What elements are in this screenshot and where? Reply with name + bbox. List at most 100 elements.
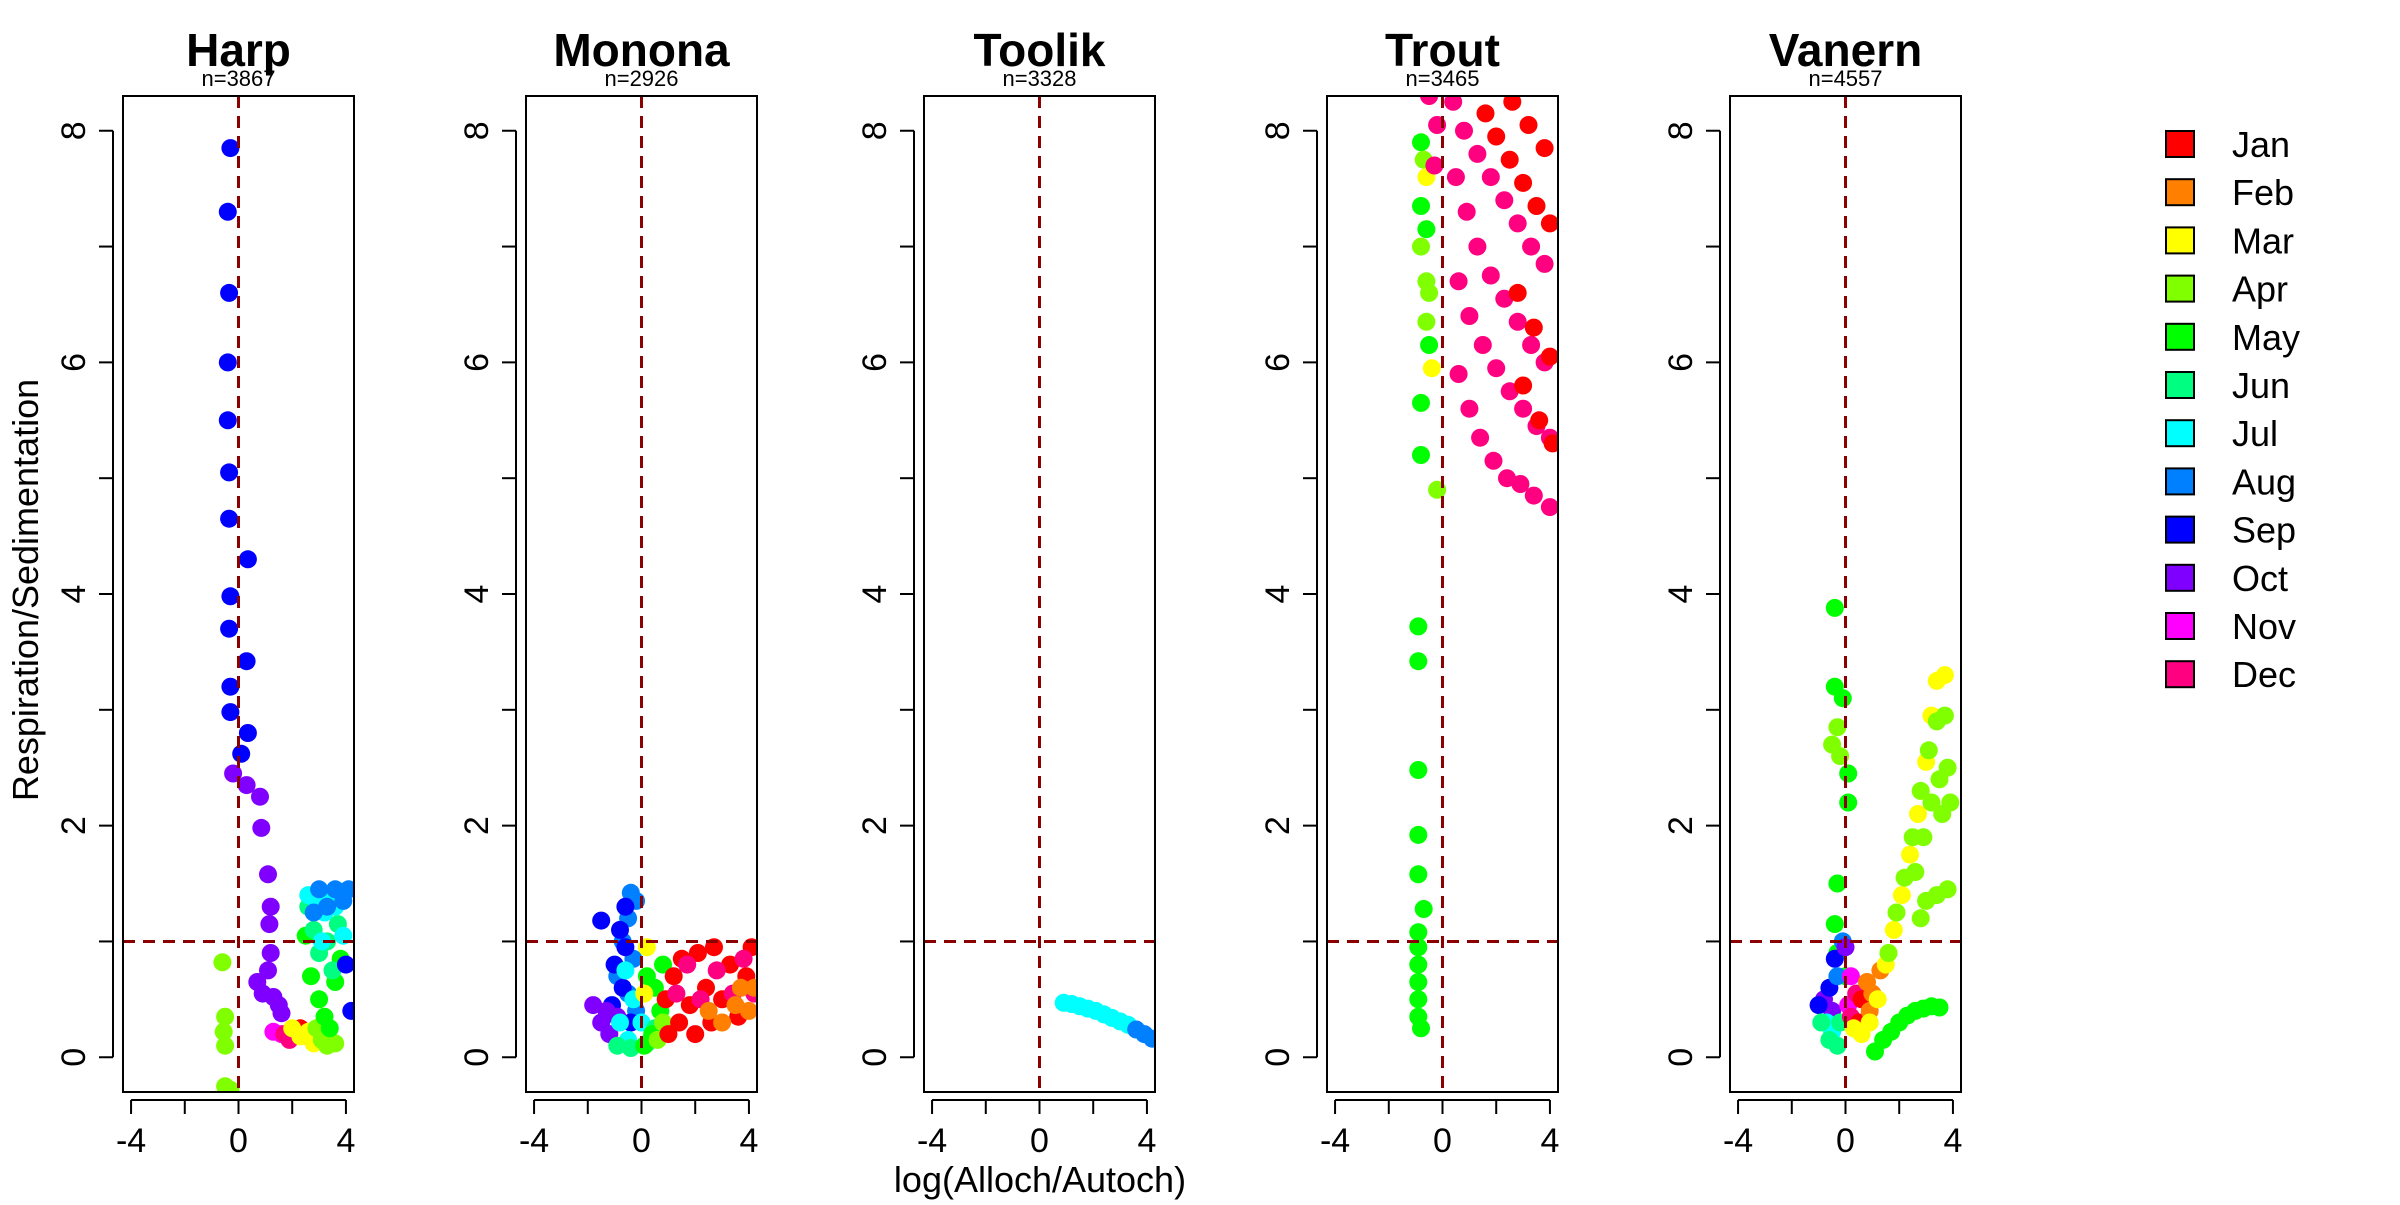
y-tick-label: 4 (458, 585, 496, 604)
data-point-may (320, 1019, 339, 1038)
legend-label-jun: Jun (2232, 365, 2290, 406)
data-point-dec (1444, 96, 1463, 111)
y-tick-label: 8 (856, 121, 894, 140)
data-point-mar (1422, 359, 1441, 378)
data-point-dec (1514, 399, 1533, 418)
data-point-dec (1460, 307, 1479, 325)
y-tick-label: 8 (1259, 121, 1297, 140)
data-point-may (1828, 874, 1847, 893)
data-point-sep (220, 283, 239, 302)
legend-label-sep: Sep (2232, 510, 2296, 551)
legend-swatch-apr (2165, 274, 2195, 303)
y-tick-label: 4 (1662, 585, 1700, 604)
data-point-aug (310, 880, 329, 899)
panel-n-count: n=3465 (1405, 66, 1479, 91)
data-point-apr (326, 1034, 345, 1053)
data-point-dec (667, 984, 686, 1003)
data-point-apr (1938, 758, 1957, 777)
data-point-may (310, 990, 329, 1009)
y-tick-label: 4 (55, 585, 93, 604)
data-point-jan (1514, 173, 1533, 192)
data-point-sep (221, 139, 240, 158)
data-point-feb (713, 1013, 732, 1032)
data-point-jan (1519, 116, 1538, 134)
data-point-dec (1449, 365, 1468, 383)
data-point-apr (1938, 880, 1957, 899)
data-point-sep (613, 978, 632, 997)
data-point-dec (734, 949, 753, 968)
legend-swatch-sep (2165, 515, 2195, 544)
data-point-dec (678, 955, 697, 974)
points-group (213, 139, 354, 1092)
y-tick-label: 0 (856, 1048, 894, 1067)
data-point-jan (1535, 139, 1554, 158)
data-point-dec (1471, 428, 1490, 447)
data-point-dec (1522, 336, 1541, 354)
data-point-sep (336, 955, 354, 974)
data-point-may (1409, 973, 1428, 991)
data-point-may (1409, 955, 1428, 974)
data-point-apr (1417, 312, 1436, 331)
data-point-apr (221, 1080, 240, 1092)
y-tick-label: 0 (55, 1048, 93, 1067)
data-point-jan (1543, 434, 1558, 453)
data-point-dec (707, 961, 726, 980)
data-point-sep (218, 202, 237, 221)
data-point-may (1409, 652, 1428, 671)
data-point-apr (1879, 944, 1898, 962)
data-point-oct (259, 865, 277, 884)
x-tick-label: -4 (519, 1122, 549, 1160)
data-point-mar (1909, 805, 1927, 823)
panel-n-count: n=3867 (201, 66, 275, 91)
data-point-mar (1901, 845, 1919, 864)
legend-label-aug: Aug (2232, 461, 2296, 502)
data-point-oct (237, 776, 256, 795)
data-point-apr (1911, 909, 1930, 928)
data-point-jan (1540, 214, 1558, 233)
data-point-jan (1524, 318, 1543, 337)
data-point-dec (1495, 191, 1514, 210)
y-tick-label: 6 (1662, 353, 1700, 372)
data-point-jan (1527, 197, 1546, 215)
data-point-dec (1420, 96, 1439, 105)
data-point-apr (1914, 828, 1933, 847)
data-point-oct (272, 1004, 291, 1023)
data-point-sep (611, 920, 629, 939)
panel-title: Harp (186, 24, 291, 76)
data-point-may (1412, 393, 1430, 412)
data-point-sep (592, 911, 611, 930)
data-point-apr (216, 1036, 235, 1055)
legend-label-feb: Feb (2232, 172, 2294, 213)
x-tick-label: -4 (1320, 1122, 1350, 1160)
data-point-feb (699, 1001, 718, 1020)
y-tick-label: 8 (55, 121, 93, 140)
y-axis-title: Respiration/Sedimentation (5, 379, 46, 801)
data-point-jan (1476, 104, 1495, 123)
data-point-may (1409, 617, 1428, 636)
data-point-apr (1887, 903, 1906, 922)
x-tick-label: 4 (1137, 1122, 1156, 1160)
panel-title: Vanern (1769, 24, 1922, 76)
data-point-may (1420, 336, 1439, 354)
data-point-may (1409, 923, 1428, 942)
y-tick-label: 0 (458, 1048, 496, 1067)
data-point-dec (1524, 486, 1543, 505)
points-group (1809, 598, 1960, 1061)
data-point-oct (261, 944, 280, 962)
data-point-oct (260, 915, 279, 934)
data-point-dec (1481, 168, 1500, 187)
data-point-may (302, 967, 320, 986)
legend-swatch-nov (2165, 612, 2195, 640)
data-point-may (1409, 761, 1428, 779)
x-tick-label: 0 (1030, 1122, 1049, 1160)
data-point-may (1833, 689, 1852, 708)
data-point-jan (664, 967, 683, 986)
data-point-dec (1508, 312, 1527, 331)
data-point-apr (1941, 793, 1960, 812)
legend-label-nov: Nov (2232, 606, 2296, 647)
plot-frame (923, 95, 1156, 1093)
data-point-jan (1530, 411, 1549, 430)
